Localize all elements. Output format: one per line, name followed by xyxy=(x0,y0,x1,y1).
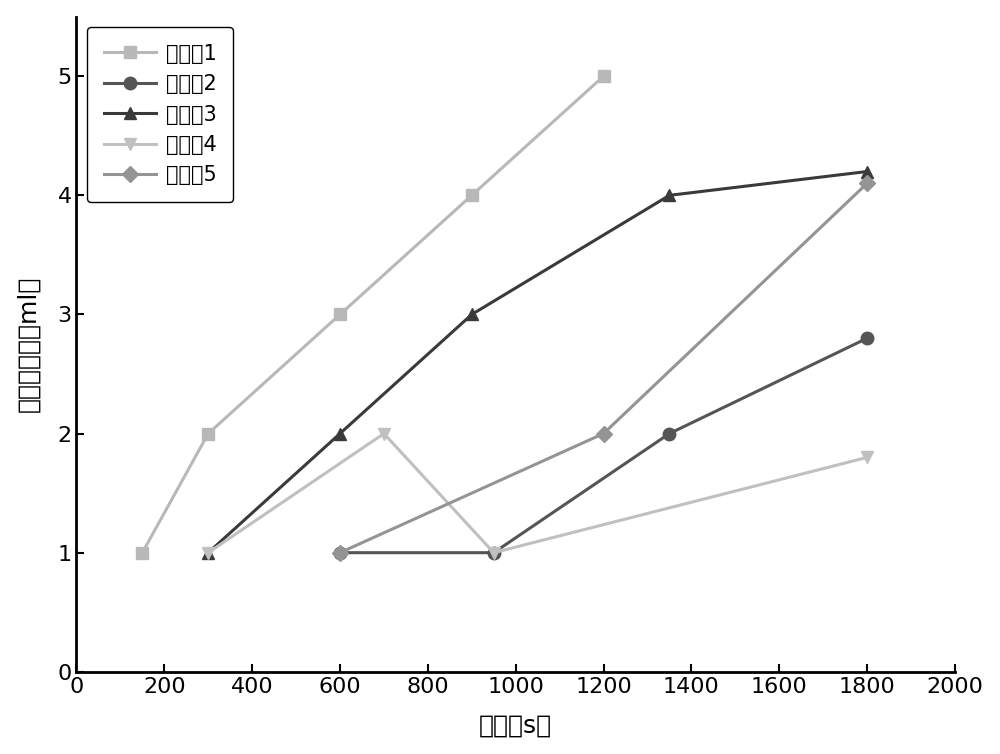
实施儖1 xyxy=(136,548,148,557)
实施儖3 xyxy=(202,548,214,557)
实施儖2 xyxy=(488,548,500,557)
Line: 实施儖4: 实施儖4 xyxy=(202,428,873,559)
Line: 实施儖5: 实施儖5 xyxy=(334,178,873,558)
实施儖1 xyxy=(598,72,610,81)
实施儖5 xyxy=(861,179,873,188)
实施儖4 xyxy=(202,548,214,557)
X-axis label: 时间（s）: 时间（s） xyxy=(479,713,552,737)
Line: 实施儖2: 实施儖2 xyxy=(334,332,873,559)
实施儖3 xyxy=(334,429,346,438)
实施儖1 xyxy=(334,310,346,319)
实施儖4 xyxy=(488,548,500,557)
实施儖2 xyxy=(861,334,873,343)
实施儖5 xyxy=(334,548,346,557)
Line: 实施儖3: 实施儖3 xyxy=(202,165,873,559)
实施儖4 xyxy=(378,429,390,438)
实施儖2 xyxy=(334,548,346,557)
Y-axis label: 氢气产生量（ml）: 氢气产生量（ml） xyxy=(17,276,41,412)
实施儖2 xyxy=(663,429,675,438)
实施儖3 xyxy=(663,191,675,200)
实施儖3 xyxy=(466,310,478,319)
实施儖1 xyxy=(202,429,214,438)
实施儖4 xyxy=(861,453,873,462)
实施儖5 xyxy=(598,429,610,438)
实施儖3 xyxy=(861,167,873,176)
Legend: 实施儖1, 实施儖2, 实施儖3, 实施儖4, 实施儖5: 实施儖1, 实施儖2, 实施儖3, 实施儖4, 实施儖5 xyxy=(87,27,233,202)
Line: 实施儖1: 实施儖1 xyxy=(136,70,610,559)
实施儖1 xyxy=(466,191,478,200)
